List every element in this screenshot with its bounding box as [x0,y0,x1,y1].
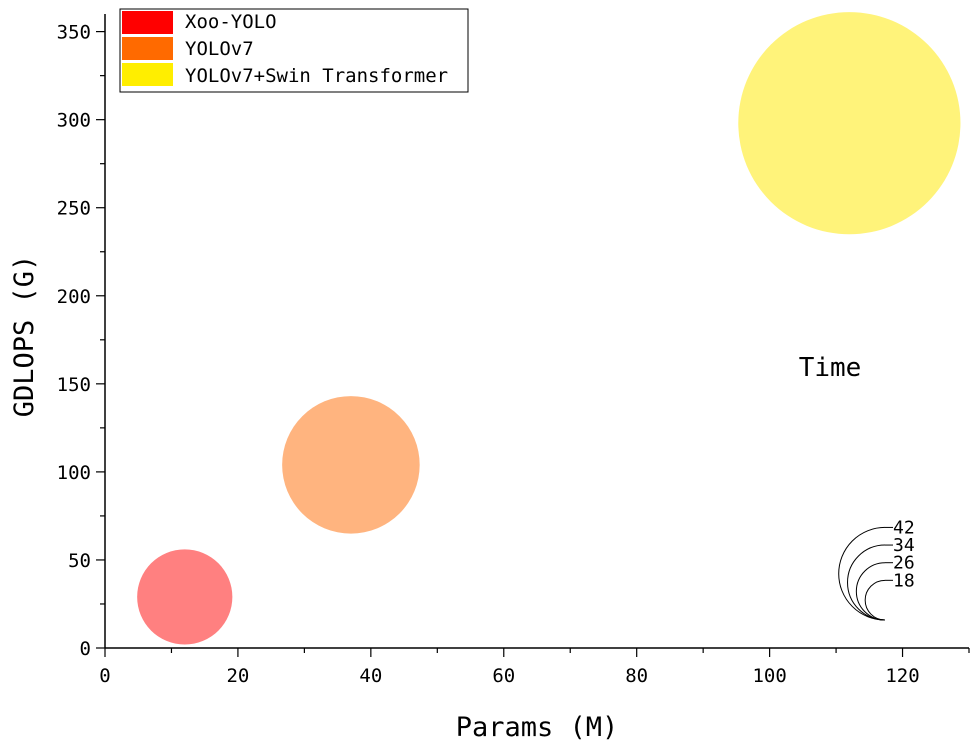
x-tick-label: 40 [359,665,382,687]
bubble-yolov7 [282,396,420,534]
size-legend-label: 34 [893,535,915,556]
x-tick-label: 20 [226,665,249,687]
legend-swatch-yolov7-swin [122,63,173,86]
size-legend-label: 42 [893,517,915,538]
y-tick-label: 250 [57,198,91,220]
axes: 0 20 40 60 80 100 120 0 50 100 150 200 250 300 350 [57,14,970,687]
size-legend-title: Time [799,353,862,383]
y-tick-label: 100 [57,462,91,484]
bubbles [137,12,961,645]
y-tick-label: 0 [80,638,91,660]
y-tick-label: 150 [57,374,91,396]
legend-swatch-yolov7 [122,37,173,60]
size-legend-arc [838,526,886,621]
y-tick-label: 50 [68,550,91,572]
legend-frame [119,8,469,93]
legend-label-yolov7-swin: YOLOv7+Swin Transformer [185,65,448,87]
size-legend-label: 18 [893,570,915,591]
x-tick-label: 0 [99,665,110,687]
legend-label-xoo-yolo: Xoo-YOLO [185,11,277,33]
legend-label-yolov7: YOLOv7 [185,38,254,60]
y-tick-label: 350 [57,22,91,44]
x-tick-label: 100 [752,665,786,687]
size-legend-arc [864,579,886,621]
x-tick-label: 120 [885,665,919,687]
size-legend-arc [847,544,886,621]
y-axis-title: GDLOPS (G) [9,255,40,418]
x-axis-title: Params (M) [456,712,619,743]
legend-swatch-xoo-yolo [122,11,173,34]
size-legend-label: 26 [893,553,915,574]
y-tick-label: 200 [57,286,91,308]
x-tick-label: 80 [625,665,648,687]
bubble-yolov7-swin-transformer [738,12,961,235]
x-tick-label: 60 [492,665,515,687]
y-tick-label: 300 [57,110,91,132]
legend: Xoo-YOLO YOLOv7 YOLOv7+Swin Transformer [119,8,469,93]
bubble-xoo-yolo [137,549,233,645]
size-legend-arc [856,562,886,621]
